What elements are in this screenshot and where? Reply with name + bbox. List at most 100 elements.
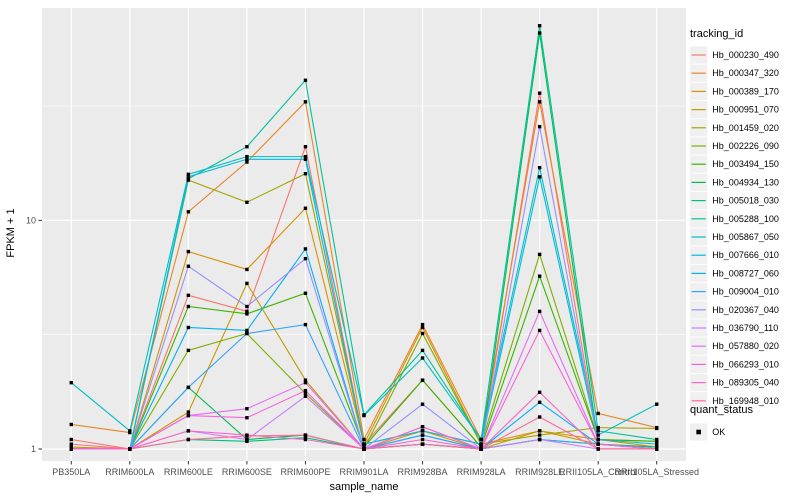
legend-label: Hb_000951_070 (712, 105, 779, 115)
data-point-marker (186, 293, 191, 298)
data-point-marker (420, 402, 425, 406)
data-point-marker (186, 325, 191, 330)
data-point-marker (596, 447, 600, 451)
data-point-marker (537, 415, 542, 419)
data-point-marker (186, 348, 191, 353)
data-point-marker (596, 437, 600, 442)
data-point-marker (186, 177, 191, 181)
data-point-marker (537, 309, 542, 314)
data-point-marker (303, 291, 308, 295)
data-point-marker (245, 439, 249, 444)
data-point-marker (245, 160, 249, 164)
data-point-marker (303, 247, 308, 251)
data-point-marker (537, 252, 542, 257)
legend-label: Hb_008727_060 (712, 268, 779, 278)
data-point-marker (420, 378, 425, 382)
data-point-marker (537, 24, 542, 28)
x-tick-label: RRIM901LA (339, 467, 388, 477)
data-point-marker (245, 281, 249, 286)
data-point-marker (69, 437, 73, 442)
data-point-marker (303, 154, 308, 159)
data-point-marker (420, 437, 425, 442)
legend-label: Hb_057880_020 (712, 341, 779, 351)
x-tick-label: RRIM600PE (280, 467, 330, 477)
data-point-marker (245, 407, 249, 411)
data-point-marker (537, 400, 542, 405)
data-point-marker (596, 411, 600, 416)
legend-label: Hb_066293_010 (712, 359, 779, 369)
legend-label: Hb_000347_320 (712, 68, 779, 78)
legend-label: Hb_036790_110 (712, 323, 778, 333)
data-point-marker (420, 442, 425, 446)
data-point-marker (537, 274, 542, 278)
x-tick-label: RRIM928LA (457, 467, 506, 477)
data-point-marker (69, 422, 73, 427)
data-point-marker (303, 436, 308, 440)
data-point-marker (128, 447, 132, 451)
data-point-marker (186, 437, 191, 442)
y-tick-label: 1 (31, 444, 36, 454)
data-point-marker (303, 378, 308, 382)
data-point-marker (245, 267, 249, 272)
data-point-marker (655, 445, 659, 449)
data-point-marker (186, 385, 191, 390)
legend-label: Hb_004934_130 (712, 177, 779, 187)
data-point-marker (69, 380, 73, 385)
data-point-marker (303, 100, 308, 104)
legend-label: Hb_000389_170 (712, 86, 779, 96)
legend-status-label: OK (712, 427, 725, 437)
data-point-marker (420, 433, 425, 437)
data-point-marker (303, 388, 308, 393)
data-point-marker (245, 416, 249, 420)
data-point-marker (69, 445, 73, 449)
data-point-marker (479, 437, 483, 442)
legend-status-marker (696, 429, 701, 435)
data-point-marker (655, 447, 659, 451)
data-point-marker (128, 429, 132, 433)
data-point-marker (245, 200, 249, 204)
data-point-marker (245, 328, 249, 333)
x-tick-label: RRIM600LA (105, 467, 154, 477)
data-point-marker (245, 157, 249, 161)
data-point-marker (537, 328, 542, 333)
x-tick-label: PB350LA (52, 467, 90, 477)
x-tick-label: RRII105LA_Control (559, 467, 637, 477)
data-point-marker (479, 442, 483, 446)
data-point-marker (537, 390, 542, 394)
data-point-marker (245, 312, 249, 316)
data-point-marker (596, 425, 600, 430)
legend-title-quant-status: quant_status (690, 404, 753, 416)
legend-label: Hb_002226_090 (712, 141, 779, 151)
data-point-marker (303, 171, 308, 176)
data-point-marker (186, 249, 191, 254)
data-point-marker (537, 31, 542, 35)
data-point-marker (596, 442, 600, 446)
data-point-marker (186, 413, 191, 418)
x-tick-label: RRIM600SE (222, 467, 272, 477)
y-tick-label: 10 (26, 215, 36, 225)
data-point-marker (537, 165, 542, 170)
legend-label: Hb_089305_040 (712, 378, 779, 388)
data-point-marker (596, 433, 600, 437)
x-tick-label: RRII105LA_Stressed (614, 467, 699, 477)
legend-label: Hb_007666_010 (712, 250, 779, 260)
data-point-marker (245, 437, 249, 442)
data-point-marker (186, 264, 191, 268)
data-point-marker (245, 154, 249, 159)
data-point-marker (362, 445, 366, 449)
data-point-marker (655, 442, 659, 446)
data-point-marker (655, 426, 659, 431)
x-axis-title: sample_name (329, 481, 399, 493)
data-point-marker (303, 78, 308, 82)
data-point-marker (537, 175, 542, 179)
legend-label: Hb_005288_100 (712, 214, 779, 224)
data-point-marker (655, 437, 659, 442)
data-point-marker (537, 124, 542, 129)
data-point-marker (186, 429, 191, 433)
legend-label: Hb_005018_030 (712, 196, 779, 206)
data-point-marker (420, 356, 425, 360)
data-point-marker (245, 309, 249, 314)
data-point-marker (303, 391, 308, 396)
